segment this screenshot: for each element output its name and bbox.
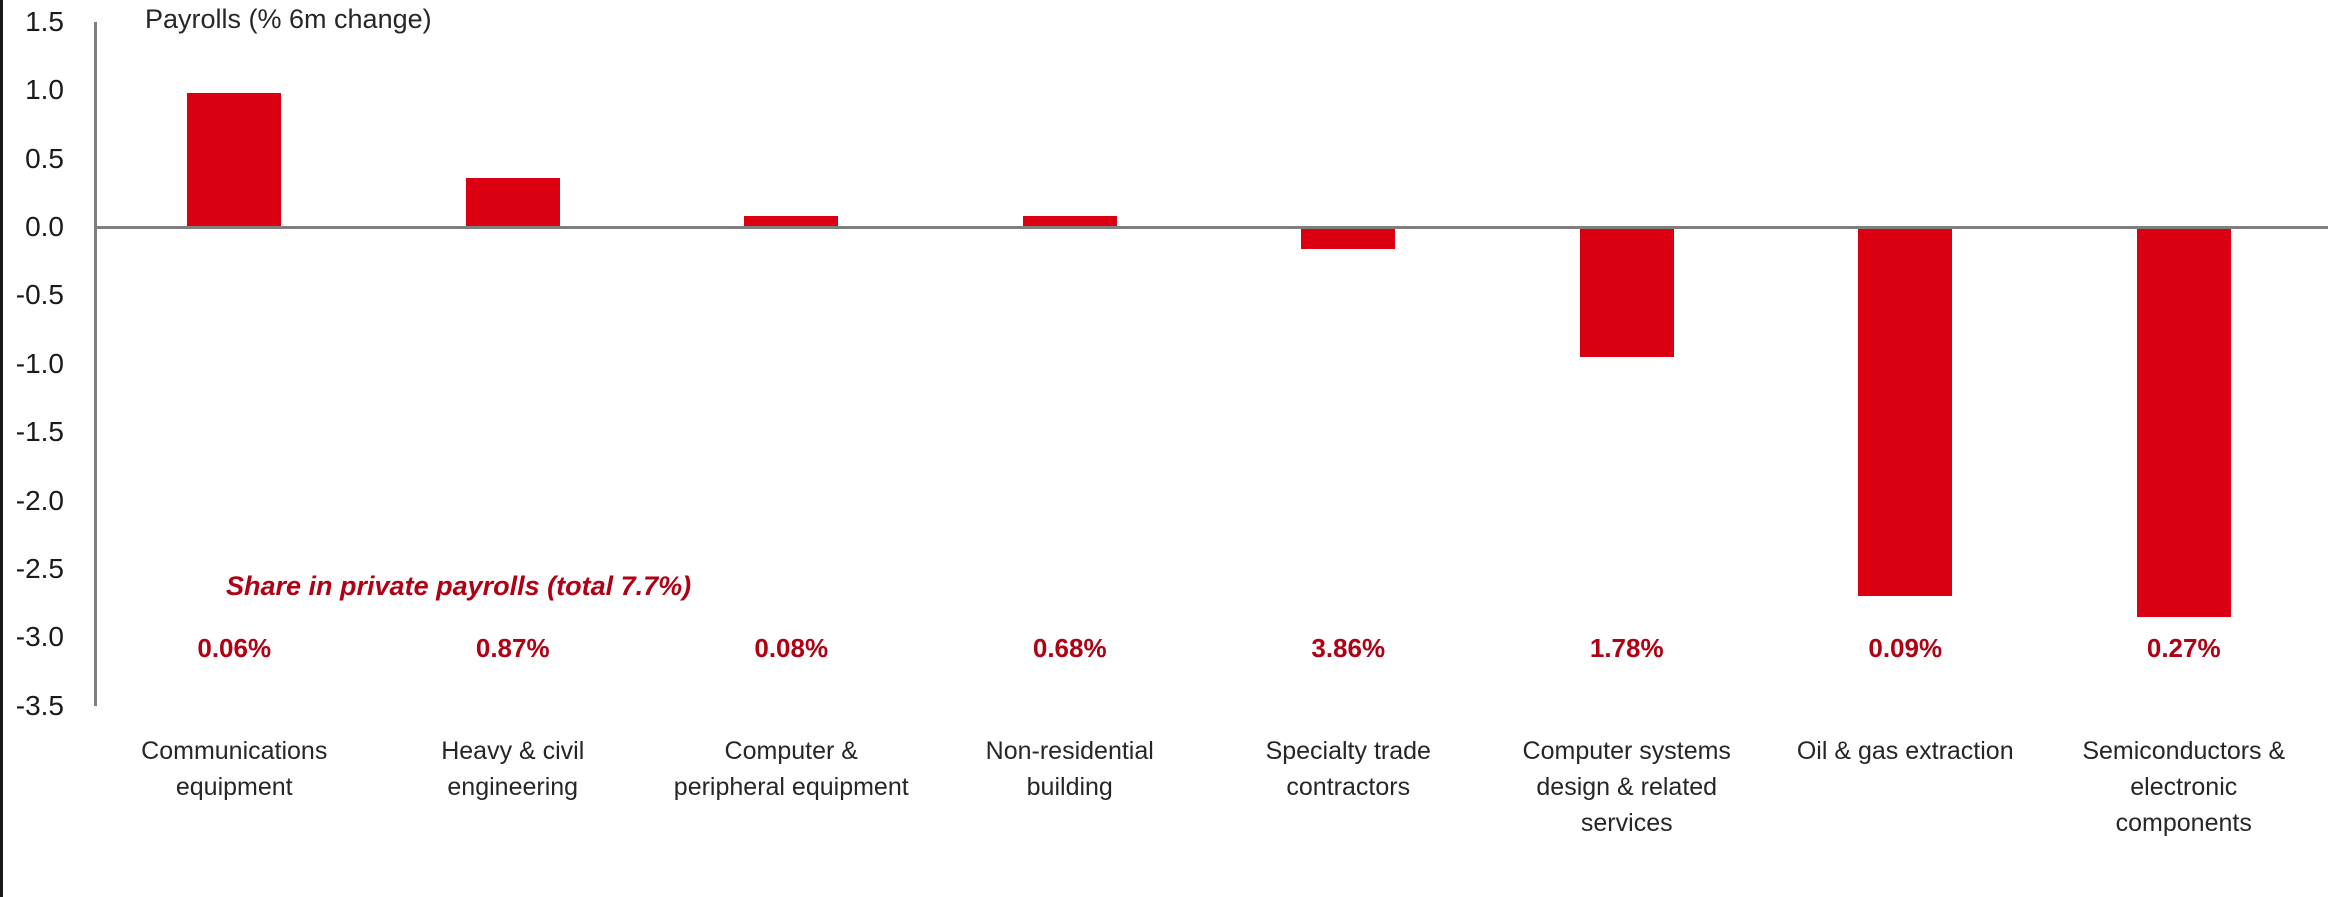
category-label: Semiconductors & electronic components <box>2082 737 2286 837</box>
y-tick-label: 0.5 <box>25 142 64 174</box>
y-tick-label: -1.5 <box>15 416 64 448</box>
category-label: Communications equipment <box>141 737 328 801</box>
share-label: 0.87% <box>475 633 550 663</box>
share-label: 1.78% <box>1589 633 1664 663</box>
y-tick-label: -2.5 <box>15 553 64 584</box>
category-label: Computer & peripheral equipment <box>673 737 909 801</box>
bar <box>465 177 560 227</box>
y-tick-label: -1.0 <box>15 347 64 379</box>
y-tick-label: -3.0 <box>15 621 64 653</box>
bar <box>1858 227 1953 597</box>
bar <box>1301 227 1396 249</box>
category-label: Non-residential building <box>985 737 1154 801</box>
y-axis-line <box>94 22 97 706</box>
share-label: 0.06% <box>197 633 272 663</box>
bar <box>187 92 282 227</box>
category-label: Heavy & civil engineering <box>441 737 585 801</box>
share-label: 3.86% <box>1311 633 1386 663</box>
y-tick-label: -0.5 <box>15 279 64 311</box>
y-tick-label: 0.0 <box>25 211 64 242</box>
share-label: 0.27% <box>2146 633 2221 663</box>
share-label: 0.09% <box>1868 633 1943 663</box>
category-label: Computer systems design & related services <box>1522 737 1731 837</box>
left-edge-line <box>0 0 3 897</box>
share-label: 0.08% <box>754 633 829 663</box>
y-tick-label: 1.0 <box>25 74 64 106</box>
y-tick-label: -3.5 <box>15 689 64 721</box>
share-annotation: Share in private payrolls (total 7.7%) <box>226 571 692 601</box>
bar <box>1579 227 1674 357</box>
y-tick-label: 1.5 <box>25 5 64 37</box>
category-label: Specialty trade contractors <box>1265 737 1431 801</box>
zero-line <box>95 226 2328 229</box>
chart-title: Payrolls (% 6m change) <box>145 4 432 34</box>
bar <box>2136 227 2231 617</box>
share-label: 0.68% <box>1032 633 1107 663</box>
bar <box>1022 216 1117 227</box>
bar <box>744 216 839 227</box>
y-tick-label: -2.0 <box>15 484 64 516</box>
category-label: Oil & gas extraction <box>1796 737 2014 765</box>
